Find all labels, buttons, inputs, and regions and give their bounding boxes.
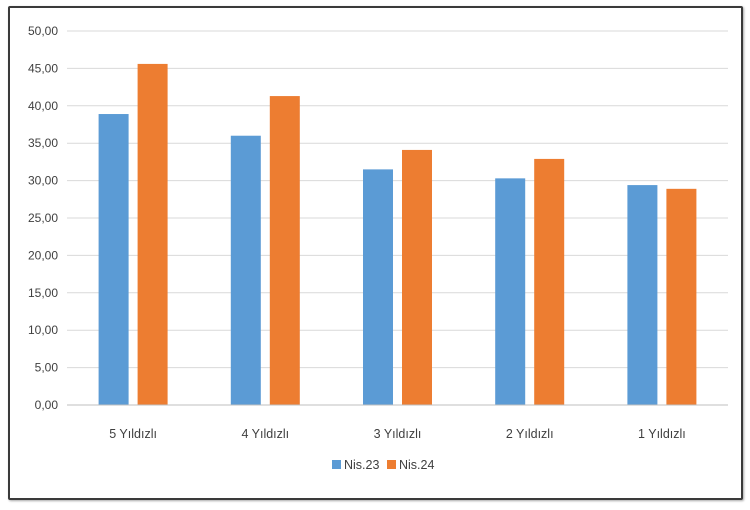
- y-tick-label: 45,00: [28, 61, 58, 75]
- x-category-label: 4 Yıldızlı: [241, 427, 289, 441]
- y-tick-label: 30,00: [28, 174, 58, 188]
- bar-nis23: [495, 178, 526, 405]
- y-axis-tick-labels: 0,00 5,00 10,00 15,00 20,00 25,00 30,00 35,00 40…: [28, 24, 58, 412]
- bar-chart: 0,00 5,00 10,00 15,00 20,00 25,00 30,00 35,00 40…: [28, 24, 728, 472]
- x-category-label: 3 Yıldızlı: [374, 427, 422, 441]
- y-tick-label: 50,00: [28, 24, 58, 38]
- y-tick-label: 40,00: [28, 99, 58, 113]
- y-tick-label: 0,00: [35, 398, 59, 412]
- bar-nis24: [269, 96, 300, 406]
- bars: [98, 63, 697, 406]
- x-category-label: 1 Yıldızlı: [638, 427, 686, 441]
- y-tick-label: 10,00: [28, 323, 58, 337]
- y-tick-label: 25,00: [28, 211, 58, 225]
- legend-label: Nis.23: [344, 458, 379, 472]
- bar-nis23: [98, 114, 129, 405]
- y-tick-label: 5,00: [35, 361, 59, 375]
- x-category-label: 5 Yıldızlı: [109, 427, 157, 441]
- y-tick-label: 15,00: [28, 286, 58, 300]
- legend-swatch: [387, 460, 396, 469]
- legend-swatch: [332, 460, 341, 469]
- bar-nis24: [534, 158, 565, 405]
- y-tick-label: 20,00: [28, 248, 58, 262]
- bar-nis24: [666, 188, 697, 405]
- x-category-label: 2 Yıldızlı: [506, 427, 554, 441]
- chart-frame: 0,00 5,00 10,00 15,00 20,00 25,00 30,00 35,00 40…: [8, 6, 743, 500]
- x-axis-category-labels: 5 Yıldızlı 4 Yıldızlı 3 Yıldızlı 2 Yıldızlı…: [109, 427, 686, 441]
- bar-nis24: [137, 63, 168, 406]
- legend-label: Nis.24: [399, 458, 434, 472]
- y-tick-label: 35,00: [28, 136, 58, 150]
- bar-nis23: [627, 185, 658, 405]
- gridlines: [67, 30, 728, 369]
- bar-nis24: [402, 149, 432, 405]
- legend: Nis.23 Nis.24: [332, 458, 434, 472]
- bar-nis23: [363, 169, 393, 405]
- bar-nis23: [230, 135, 261, 405]
